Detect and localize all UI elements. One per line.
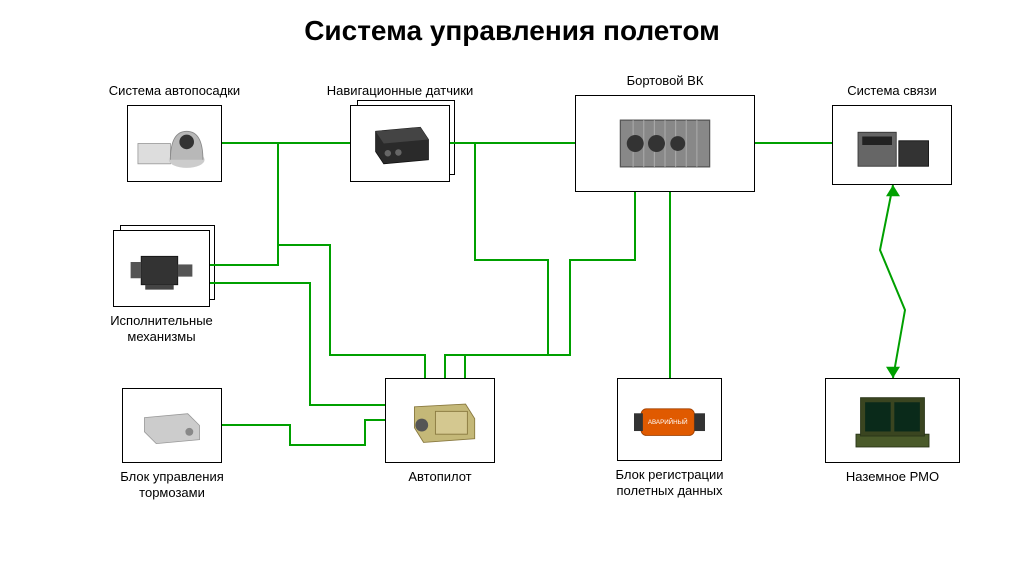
computer-device-icon <box>581 101 749 186</box>
page-title: Система управления полетом <box>0 15 1024 47</box>
node-recorder: АВАРИЙНЫЙ <box>617 378 722 461</box>
node-nav <box>350 105 450 182</box>
svg-text:АВАРИЙНЫЙ: АВАРИЙНЫЙ <box>648 418 688 426</box>
node-comms <box>832 105 952 185</box>
edge-7 <box>445 192 635 378</box>
brakes-device-icon <box>128 394 216 457</box>
recorder-device-icon: АВАРИЙНЫЙ <box>623 384 716 455</box>
label-actuators: Исполнительные механизмы <box>82 313 242 344</box>
label-comms: Система связи <box>802 83 982 99</box>
node-autoland <box>127 105 222 182</box>
node-computer <box>575 95 755 192</box>
label-autoland: Система автопосадки <box>95 83 255 99</box>
node-ground <box>825 378 960 463</box>
autoland-device-icon <box>133 111 216 176</box>
wireless-link <box>880 185 905 378</box>
edge-8 <box>222 420 385 445</box>
edge-5 <box>278 180 425 378</box>
nav-device-icon <box>356 111 444 176</box>
node-brakes <box>122 388 222 463</box>
comms-device-icon <box>838 111 946 179</box>
node-autopilot <box>385 378 495 463</box>
label-computer: Бортовой ВК <box>545 73 785 89</box>
actuators-device-icon <box>119 236 204 301</box>
edge-6 <box>465 143 548 378</box>
label-autopilot: Автопилот <box>355 469 525 485</box>
ground-device-icon <box>831 384 954 457</box>
autopilot-device-icon <box>391 384 489 457</box>
label-ground: Наземное РМО <box>795 469 990 485</box>
node-actuators <box>113 230 210 307</box>
label-nav: Навигационные датчики <box>320 83 480 99</box>
label-recorder: Блок регистрации полетных данных <box>587 467 752 498</box>
label-brakes: Блок управления тормозами <box>92 469 252 500</box>
